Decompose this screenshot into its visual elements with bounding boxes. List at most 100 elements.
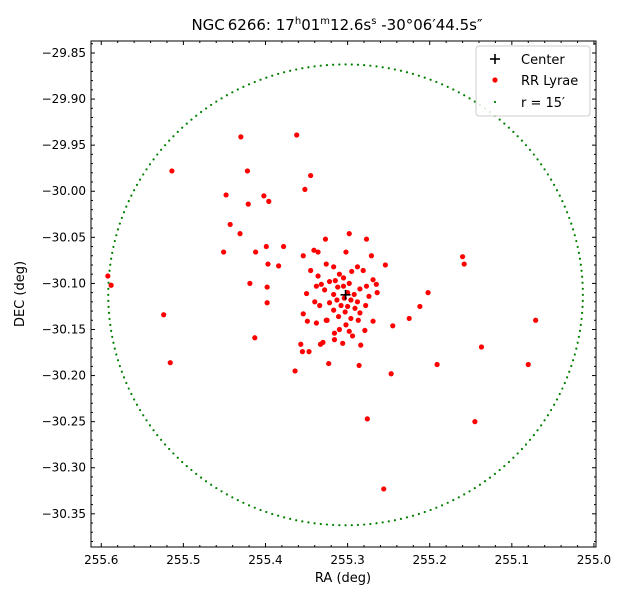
radius-circle-point xyxy=(199,476,203,479)
radius-circle-point xyxy=(204,480,208,483)
radius-circle-point xyxy=(163,144,167,147)
radius-circle-point xyxy=(236,499,239,502)
radius-circle-point xyxy=(528,438,532,441)
radius-circle-point xyxy=(215,100,218,103)
rr-lyrae-point xyxy=(292,368,298,374)
x-axis-label: RA (deg) xyxy=(315,571,371,586)
radius-circle-point xyxy=(108,269,111,272)
radius-circle-point xyxy=(555,189,559,192)
radius-circle-point xyxy=(507,126,511,129)
rr-lyrae-point xyxy=(266,198,272,204)
radius-circle-point xyxy=(546,173,549,176)
radius-circle-point xyxy=(181,126,184,129)
radius-circle-point xyxy=(259,508,262,512)
radius-circle-point xyxy=(532,433,535,437)
radius-circle-point xyxy=(115,234,118,237)
radius-circle-point xyxy=(561,200,564,203)
radius-circle-point xyxy=(127,387,130,390)
rr-lyrae-point xyxy=(363,283,370,289)
radius-circle-point xyxy=(338,524,341,527)
rr-lyrae-point xyxy=(161,312,167,318)
radius-circle-point xyxy=(363,523,366,526)
rr-lyrae-point xyxy=(331,291,337,298)
rr-lyrae-point xyxy=(223,192,229,198)
radius-circle-point xyxy=(133,398,136,401)
rr-lyrae-point xyxy=(300,311,306,317)
rr-lyrae-point xyxy=(313,320,320,326)
radius-circle-point xyxy=(325,523,329,526)
rr-lyrae-point xyxy=(340,275,347,281)
radius-circle-point xyxy=(148,424,152,427)
rr-lyrae-point xyxy=(363,302,369,309)
radius-circle-point xyxy=(356,63,360,66)
radius-circle-point xyxy=(561,387,564,390)
radius-circle-point xyxy=(581,275,584,278)
radius-circle-point xyxy=(417,512,420,516)
radius-circle-point xyxy=(375,522,378,525)
radius-circle-point xyxy=(493,472,496,475)
radius-circle-point xyxy=(457,496,460,499)
rr-lyrae-point xyxy=(349,268,355,275)
radius-circle-point xyxy=(107,293,110,296)
x-tick-label: 255.6 xyxy=(84,553,118,567)
rr-lyrae-point xyxy=(357,286,363,292)
radius-circle-point xyxy=(520,139,524,142)
radius-circle-point xyxy=(111,335,114,338)
radius-circle-point xyxy=(145,168,148,171)
rr-lyrae-point xyxy=(357,310,363,316)
x-tick-label: 255.0 xyxy=(577,553,611,567)
rr-lyrae-point xyxy=(238,134,244,140)
radius-circle-point xyxy=(107,287,110,290)
radius-circle-point xyxy=(411,514,415,517)
radius-circle-point xyxy=(148,163,152,166)
rr-lyrae-point xyxy=(304,318,310,324)
rr-lyrae-point xyxy=(306,349,312,355)
rr-lyrae-point xyxy=(360,267,366,274)
radius-circle-point xyxy=(558,392,561,396)
radius-circle-point xyxy=(524,144,528,147)
rr-lyrae-point xyxy=(346,328,352,334)
radius-circle-point xyxy=(507,460,511,464)
radius-circle-point xyxy=(435,80,438,84)
radius-circle-point xyxy=(411,72,415,75)
radius-circle-point xyxy=(473,486,476,490)
radius-circle-point xyxy=(176,456,179,459)
rr-lyrae-point xyxy=(346,280,352,287)
rr-lyrae-point xyxy=(265,261,271,267)
radius-circle-point xyxy=(452,499,455,502)
radius-circle-point xyxy=(512,130,515,133)
rr-lyrae-point xyxy=(345,303,351,310)
radius-circle-point xyxy=(259,78,262,81)
radius-circle-point xyxy=(242,501,245,504)
radius-circle-point xyxy=(168,139,171,142)
x-tick-label: 255.5 xyxy=(166,553,200,567)
radius-circle-point xyxy=(116,228,120,231)
rr-lyrae-point xyxy=(355,317,361,323)
radius-circle-point xyxy=(578,257,582,260)
radius-circle-point xyxy=(301,520,304,523)
rr-lyrae-point xyxy=(381,486,387,492)
radius-circle-point xyxy=(190,468,193,472)
legend-label-rr-lyrae: RR Lyrae xyxy=(521,74,578,89)
radius-circle-point xyxy=(108,317,111,321)
radius-circle-point xyxy=(160,438,163,441)
rr-lyrae-point xyxy=(352,305,358,311)
radius-circle-point xyxy=(301,67,304,70)
radius-circle-point xyxy=(563,205,566,208)
y-tick-label: −30.10 xyxy=(42,276,86,290)
rr-lyrae-point xyxy=(331,337,338,343)
legend-marker-radius xyxy=(493,100,497,104)
radius-circle-point xyxy=(356,523,360,527)
radius-circle-point xyxy=(516,452,519,455)
radius-circle-point xyxy=(176,130,179,133)
radius-circle-point xyxy=(107,311,111,315)
radius-circle-point xyxy=(503,122,506,125)
rr-lyrae-point xyxy=(382,262,388,268)
radius-circle-point xyxy=(313,65,316,68)
radius-circle-point xyxy=(125,381,128,385)
radius-circle-point xyxy=(152,158,155,161)
rr-lyrae-point xyxy=(247,280,253,287)
radius-circle-point xyxy=(520,447,524,451)
rr-lyrae-point xyxy=(348,315,354,322)
